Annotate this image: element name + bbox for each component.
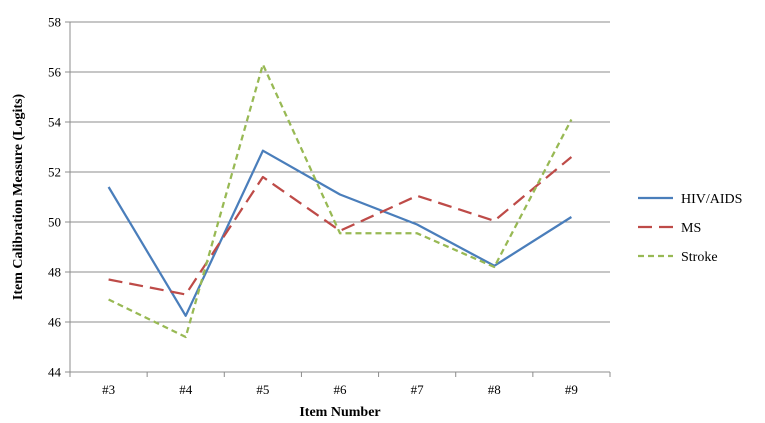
x-tick-label: #7 [411,382,425,397]
legend-label: MS [681,221,701,236]
y-tick-label: 54 [48,115,62,130]
y-tick-label: 58 [48,15,61,30]
y-axis-title: Item Calibration Measure (Logits) [11,94,26,301]
series-line-stroke [108,63,573,339]
gridlines [70,21,610,323]
x-tick-label: #3 [102,382,115,397]
y-tick-label: 44 [48,365,62,380]
x-tick-label: #6 [334,382,348,397]
x-tick-label: #8 [488,382,501,397]
series-lines [107,63,573,339]
x-tick-label: #4 [179,382,193,397]
series-line-ms [108,156,573,296]
legend-label: HIV/AIDS [681,192,742,207]
axes [65,21,611,377]
y-tick-label: 52 [48,165,61,180]
legend: HIV/AIDS MS Stroke [638,192,742,265]
x-tick-label: #9 [565,382,578,397]
x-tick-labels: #3 #4 #5 #6 #7 #8 #9 [102,382,578,397]
y-tick-labels: 44 46 48 50 52 54 56 58 [48,15,62,380]
y-tick-label: 50 [48,215,61,230]
y-tick-label: 56 [48,65,62,80]
x-axis-title: Item Number [299,405,380,420]
legend-label: Stroke [681,250,718,265]
y-tick-label: 48 [48,265,61,280]
y-tick-label: 46 [48,315,62,330]
x-tick-label: #5 [256,382,269,397]
